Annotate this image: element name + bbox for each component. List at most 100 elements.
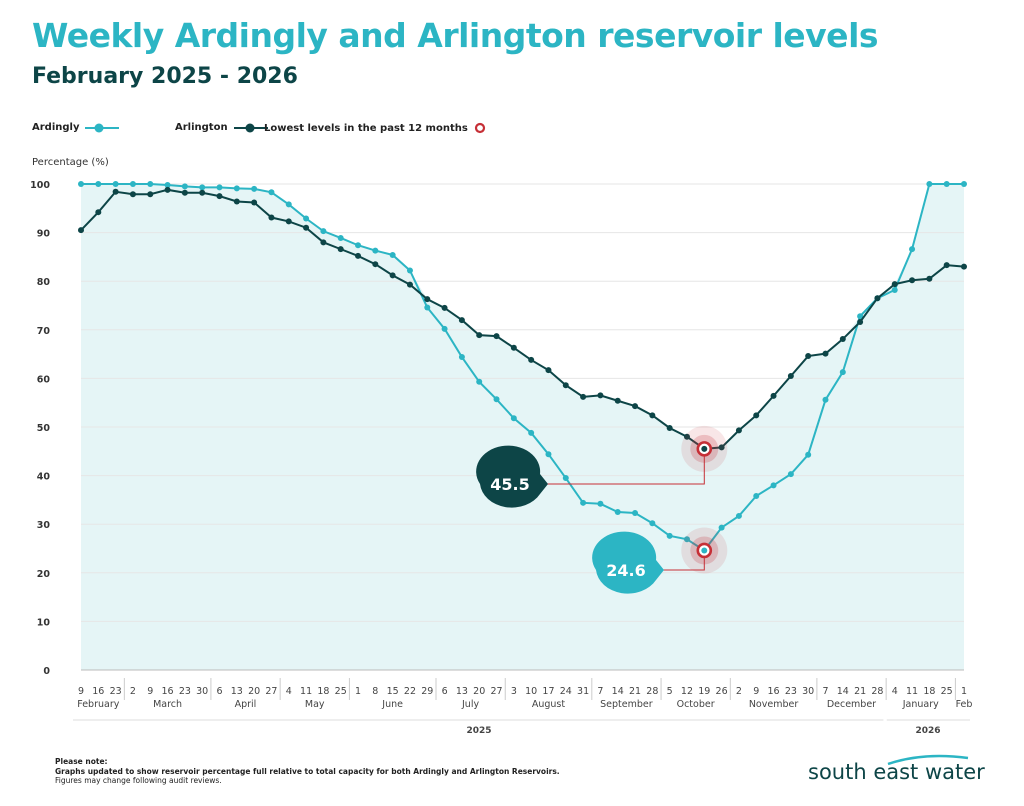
y-tick-label: 50 [37,423,51,434]
month-label: September [600,699,653,710]
arlington-point [251,199,258,206]
arlington-point [632,403,639,410]
arlington-point [718,444,725,451]
arlington-point [666,424,673,431]
x-tick-label: 9 [753,686,759,697]
x-tick-label: 13 [456,686,468,697]
arlington-point [285,218,292,225]
y-tick-label: 30 [37,520,51,531]
ardingly-point [337,234,344,241]
ardingly-point [406,267,413,274]
month-label: November [749,699,799,710]
arlington-point [753,412,760,419]
ardingly-point [822,396,829,403]
ardingly-point [787,471,794,478]
x-tick-label: 19 [698,686,710,697]
x-tick-label: 1 [961,686,967,697]
x-tick-label: 25 [941,686,953,697]
ardingly-point [839,369,846,376]
ardingly-point [320,228,327,235]
arlington-point [164,186,171,193]
arlington-point [476,332,483,339]
arlington-point [787,372,794,379]
y-tick-label: 40 [37,472,51,483]
y-tick-label: 90 [37,229,51,240]
month-label: August [532,699,566,710]
arlington-point [199,189,206,196]
x-tick-label: 11 [906,686,918,697]
ardingly-point [718,524,725,531]
x-tick-label: 14 [837,686,849,697]
x-tick-label: 27 [265,686,277,697]
arlington-point [424,296,431,303]
y-tick-label: 0 [43,666,50,677]
arlington-point [372,261,379,268]
x-tick-label: 12 [681,686,693,697]
ardingly-point [614,509,621,516]
x-tick-label: 24 [560,686,572,697]
ardingly-point [770,482,777,489]
ardingly-point [441,325,448,332]
lowest-marker-dot [701,547,708,554]
x-tick-label: 10 [525,686,537,697]
ardingly-point [493,396,500,403]
x-tick-label: 5 [667,686,673,697]
legend-ardingly: Ardingly [32,122,120,133]
arlington-point [147,191,154,198]
ardingly-point [943,181,950,187]
x-tick-label: 31 [577,686,589,697]
legend-arlington-marker-icon [233,123,268,132]
x-tick-label: 26 [716,686,728,697]
arlington-point [874,295,881,302]
arlington-point [961,263,967,270]
x-tick-label: 23 [785,686,797,697]
arlington-point [129,191,136,198]
x-tick-label: 7 [597,686,603,697]
ardingly-point [597,500,604,507]
x-tick-label: 1 [355,686,361,697]
x-tick-label: 4 [892,686,898,697]
arlington-point [510,344,517,351]
callout-value: 45.5 [490,475,529,494]
x-tick-label: 13 [231,686,243,697]
x-tick-label: 16 [92,686,104,697]
x-tick-label: 27 [490,686,502,697]
ardingly-point [355,242,362,249]
ardingly-point [926,181,933,187]
ardingly-point [632,510,639,517]
arlington-point [857,319,864,326]
note-line2: Figures may change following audit revie… [55,776,222,785]
ardingly-point [129,181,136,187]
arlington-point [95,209,102,216]
ardingly-point [251,185,258,192]
arlington-point [389,272,396,279]
ardingly-point [649,520,656,527]
x-tick-label: 25 [335,686,347,697]
ardingly-point [112,181,119,187]
arlington-point [355,252,362,259]
callout-value: 24.6 [606,561,645,580]
arlington-point [216,193,223,200]
ardingly-point [181,183,188,190]
legend-arlington: Arlington [175,122,268,133]
x-tick-label: 20 [248,686,260,697]
arlington-point [822,350,829,357]
y-tick-label: 80 [37,277,51,288]
arlington-point [78,227,84,234]
x-tick-label: 30 [196,686,208,697]
arlington-point [441,304,448,311]
x-tick-label: 22 [404,686,416,697]
x-tick-label: 23 [110,686,122,697]
x-tick-label: 30 [802,686,814,697]
ardingly-point [303,215,310,222]
arlington-point [805,353,812,360]
arlington-point [943,262,950,269]
x-tick-label: 2 [736,686,742,697]
month-label: May [305,699,325,710]
month-label: April [235,699,257,710]
ardingly-point [78,181,84,187]
callout-bubble [592,531,664,594]
month-label: December [827,699,876,710]
ardingly-point [389,251,396,258]
ardingly-point [424,304,431,311]
